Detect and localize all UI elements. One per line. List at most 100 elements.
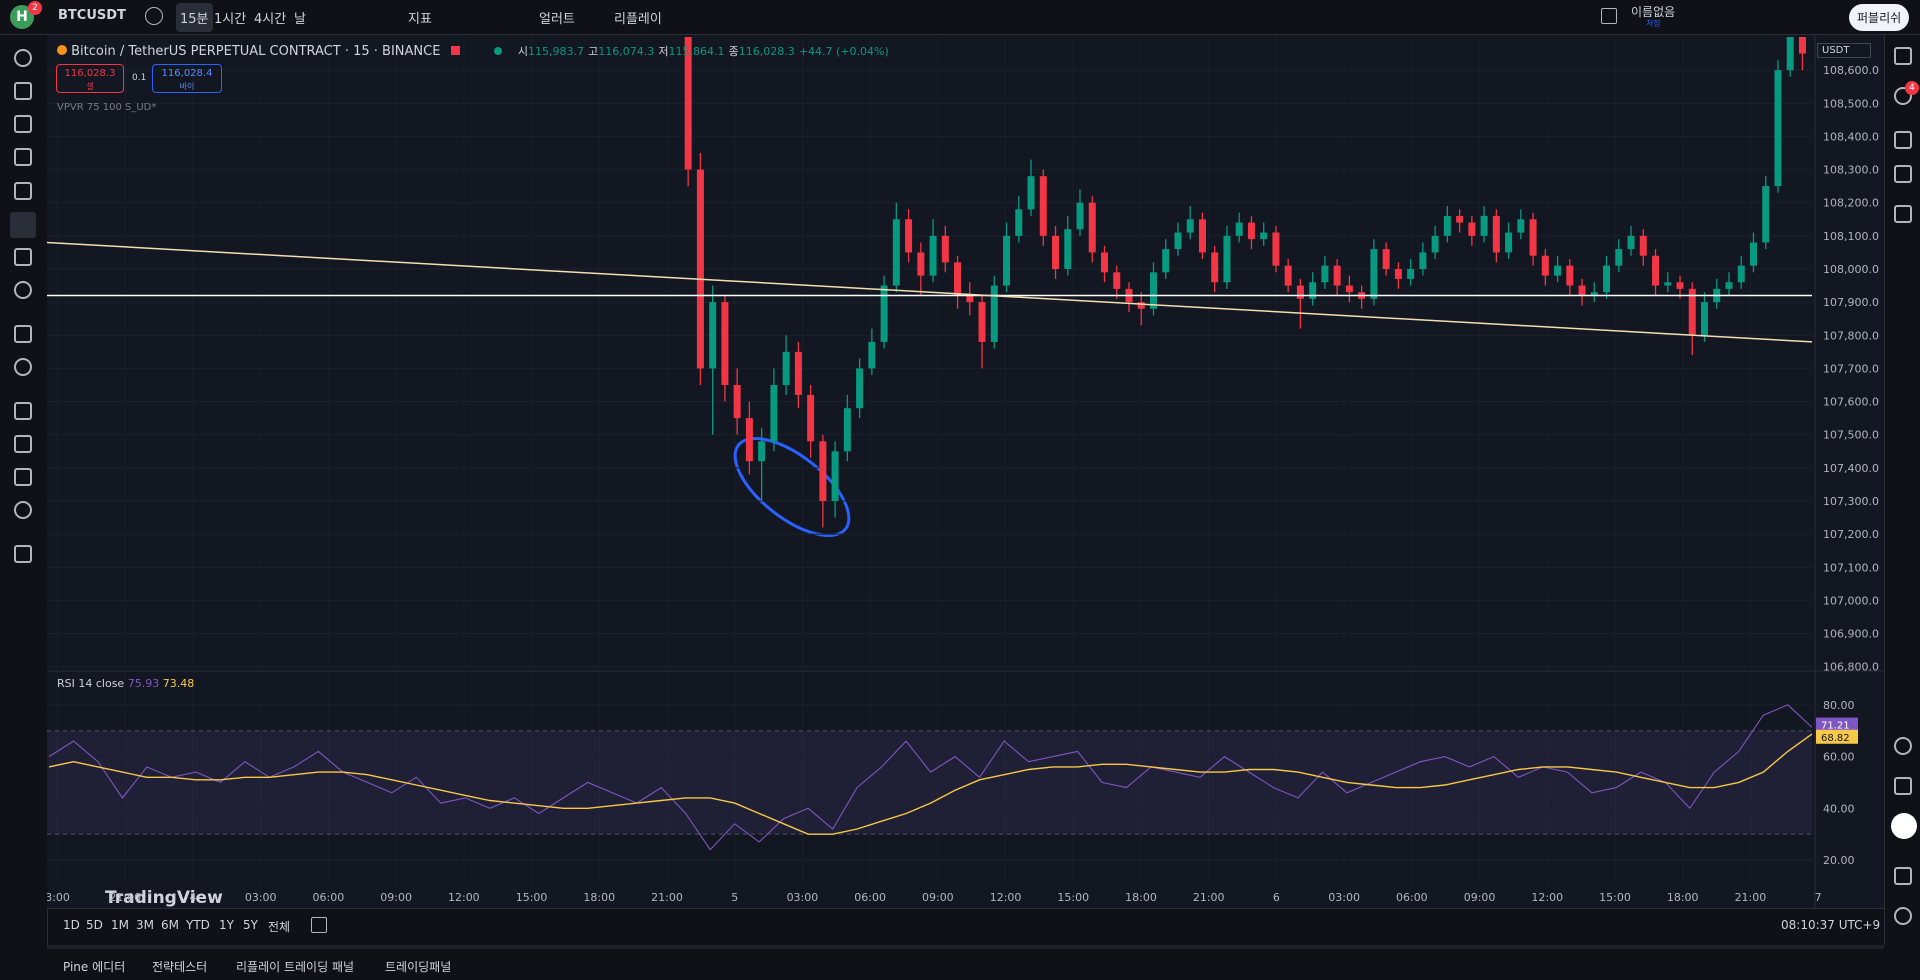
candle-body <box>1039 176 1047 236</box>
change-value: +44.7 (+0.04%) <box>798 45 889 58</box>
x-tick-label: 06:00 <box>1396 891 1428 904</box>
x-tick-label: 03:00 <box>245 891 277 904</box>
calendar[interactable] <box>1894 777 1912 795</box>
y-tick-label: 108,200.0 <box>1823 197 1879 210</box>
brush-tool[interactable] <box>10 212 36 238</box>
y-tick-label: 108,100.0 <box>1823 230 1879 243</box>
candle-body <box>807 394 815 442</box>
icon-tool[interactable] <box>14 281 32 299</box>
range-button[interactable]: YTD <box>186 918 210 932</box>
magnet-tool[interactable] <box>14 402 32 420</box>
range-button[interactable]: 3M <box>136 918 154 932</box>
order-qty[interactable]: 0.1 <box>132 73 147 83</box>
chat[interactable] <box>1894 205 1912 223</box>
range-button[interactable]: 전체 <box>268 920 291 934</box>
pattern-tool[interactable] <box>14 148 32 166</box>
apps[interactable] <box>1891 813 1917 839</box>
lock-tool[interactable] <box>14 468 32 486</box>
x-tick-label: 7 <box>1815 891 1822 904</box>
candle-body <box>1272 232 1280 266</box>
x-tick-label: 3:00 <box>47 891 70 904</box>
hotlist[interactable] <box>1894 131 1912 149</box>
candle-body <box>1737 265 1745 283</box>
candle-body <box>1431 235 1439 253</box>
cursor-tool[interactable] <box>14 49 32 67</box>
y-tick-label: 106,900.0 <box>1823 628 1879 641</box>
alert[interactable]: 얼러트 <box>539 12 575 27</box>
candle-body <box>831 451 839 501</box>
sell-button[interactable]: 116,028.3 셀 <box>56 64 124 93</box>
interval-15m[interactable]: 15분 <box>176 3 213 32</box>
x-tick-label: 09:00 <box>380 891 412 904</box>
buy-button[interactable]: 116,028.4 바이 <box>152 64 222 93</box>
trend-tool[interactable] <box>14 82 32 100</box>
range-button[interactable]: 5Y <box>243 918 258 932</box>
delete-tool[interactable] <box>14 545 32 563</box>
add-symbol[interactable] <box>145 7 163 25</box>
publish[interactable]: 퍼블리쉬 <box>1849 4 1910 31</box>
alerts[interactable] <box>1894 87 1912 105</box>
hide-tool[interactable] <box>14 501 32 519</box>
range-button[interactable]: 1D <box>63 918 80 932</box>
forecast-tool[interactable] <box>14 182 32 200</box>
interval-1d[interactable]: 날 <box>294 12 306 27</box>
symbol-search[interactable]: BTCUSDT <box>58 8 126 23</box>
x-tick-label: 03:00 <box>787 891 819 904</box>
bottom-tab[interactable]: 전략테스터 <box>152 960 208 974</box>
notifications[interactable] <box>1894 907 1912 925</box>
fib-tool[interactable] <box>14 115 32 133</box>
candle-body <box>1468 222 1476 236</box>
bottom-tab[interactable]: 트레이딩패널 <box>385 960 452 974</box>
text-tool[interactable] <box>14 248 32 266</box>
flag[interactable] <box>450 46 460 55</box>
go-to-date[interactable] <box>311 917 327 933</box>
y-tick-label: 108,000.0 <box>1823 263 1879 276</box>
zoom-tool[interactable] <box>14 358 32 376</box>
y-tick-label: 107,100.0 <box>1823 561 1879 574</box>
x-tick-label: 21:00 <box>1193 891 1225 904</box>
bottom-tab[interactable]: 리플레이 트레이딩 패널 <box>236 960 355 974</box>
layout-name[interactable]: 이름없음 <box>1631 5 1676 19</box>
candle-body <box>1480 215 1488 236</box>
interval-4h[interactable]: 4시간 <box>254 12 287 27</box>
candle-body <box>770 384 778 442</box>
x-tick-label: 21:00 <box>109 891 141 904</box>
range-button[interactable]: 1M <box>111 918 129 932</box>
y-tick-label: 107,700.0 <box>1823 362 1879 375</box>
y-tick-label: 60.00 <box>1823 751 1855 764</box>
candle-body <box>966 295 974 303</box>
range-bar: 1D 5D 1M 3M 6M YTD 1Y 5Y 전체 08:10:37 UTC… <box>47 908 1884 941</box>
x-tick-label: 06:00 <box>854 891 886 904</box>
candle-body <box>1333 265 1341 286</box>
layers[interactable] <box>1894 165 1912 183</box>
stream[interactable] <box>1894 867 1912 885</box>
clock[interactable]: 08:10:37 UTC+9 <box>1781 918 1881 932</box>
candle-body <box>1076 202 1084 230</box>
last-value-label: 68.82 <box>1821 733 1850 744</box>
alerts-badge: 4 <box>1905 81 1919 95</box>
measure-tool[interactable] <box>14 325 32 343</box>
range-button[interactable]: 1Y <box>219 918 234 932</box>
y-tick-label: 107,200.0 <box>1823 528 1879 541</box>
candle-body <box>917 252 925 276</box>
interval-1h[interactable]: 1시간 <box>214 12 247 27</box>
watchlist[interactable] <box>1894 47 1912 65</box>
indicators[interactable]: 지표 <box>408 12 432 27</box>
last-value-box <box>1816 717 1858 732</box>
layout-icon[interactable] <box>1601 8 1617 24</box>
bottom-tab[interactable]: Pine 에디터 <box>63 960 126 974</box>
y-tick-label: 107,500.0 <box>1823 429 1879 442</box>
range-button[interactable]: 6M <box>161 918 179 932</box>
candle-body <box>1774 70 1782 187</box>
last-value-label: 71.21 <box>1821 721 1850 732</box>
x-tick-label: 06:00 <box>313 891 345 904</box>
range-button[interactable]: 5D <box>86 918 103 932</box>
save-label[interactable]: 저장 <box>1646 19 1661 28</box>
replay[interactable]: 리플레이 <box>614 12 662 27</box>
candle-body <box>1382 249 1390 269</box>
target[interactable] <box>1894 737 1912 755</box>
currency-select[interactable]: USDT <box>1817 43 1871 58</box>
lock-drawing[interactable] <box>14 435 32 453</box>
candle-body <box>1505 232 1513 253</box>
